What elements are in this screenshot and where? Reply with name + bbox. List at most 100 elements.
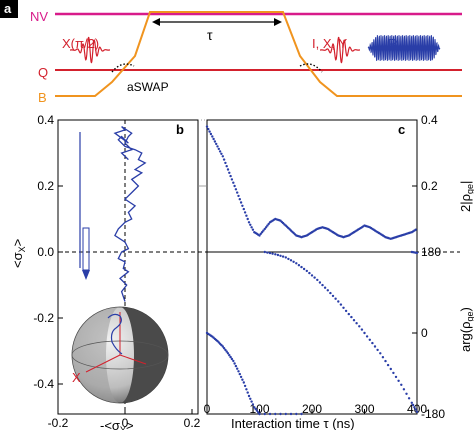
phase-point [331, 294, 335, 298]
magnitude-point [217, 147, 220, 151]
magnitude-point [222, 158, 226, 161]
magnitude-point [221, 155, 224, 158]
c-xtick-label: 0 [204, 402, 211, 416]
phase-point [368, 338, 371, 341]
phase-point [263, 412, 266, 416]
panel-b-y-label: <σX> [10, 239, 27, 268]
panel-c-bottom-label: arg(ρge) [458, 307, 474, 352]
phase-point [246, 391, 249, 394]
phase-point [234, 364, 238, 368]
phase-point [271, 252, 274, 255]
magnitude-point [266, 224, 269, 227]
b-ytick-label: 0.2 [37, 179, 54, 193]
phase-point [276, 253, 280, 257]
nv-label: NV [30, 9, 48, 24]
phase-point [321, 283, 324, 287]
phase-point [226, 352, 230, 355]
phase-point [339, 303, 343, 306]
phase-point [222, 347, 226, 350]
c-top-tick-label: 0.4 [421, 113, 438, 127]
phase-point [376, 348, 379, 352]
phase-point [415, 251, 419, 255]
phase-point [414, 408, 417, 411]
phase-point [358, 325, 361, 328]
phase-point [347, 312, 350, 316]
bottom-label-main: arg(ρ [458, 321, 473, 352]
phase-point [407, 397, 411, 400]
phase-point [221, 345, 224, 348]
sphere-x-axis [85, 354, 121, 373]
phase-point [237, 370, 240, 373]
bottom-label-sub: ge [465, 311, 474, 321]
phase-point [394, 375, 398, 379]
magnitude-point [246, 217, 249, 221]
phase-point [258, 412, 261, 416]
b-xtick-label: 0.2 [184, 416, 201, 430]
magnitude-point [236, 191, 239, 194]
tau-label: τ [207, 27, 213, 43]
phase-point [241, 378, 244, 381]
trajectory-arrowhead [82, 270, 90, 280]
phase-point [242, 381, 245, 384]
panel-c-top-label: 2|ρge| [458, 181, 474, 212]
sphere-y-axis [119, 354, 147, 365]
phase-point [365, 335, 369, 338]
q-label: Q [38, 65, 48, 80]
y-label-sub: X [17, 246, 27, 252]
phase-point [236, 367, 239, 370]
phase-point [249, 397, 252, 400]
magnitude-point [264, 226, 268, 229]
phase-point [295, 412, 298, 416]
phase-point [360, 328, 364, 331]
magnitude-point [414, 228, 417, 231]
panel-b-letter: b [176, 122, 184, 137]
phase-point [268, 412, 272, 416]
coherence-phase-points [205, 250, 419, 416]
magnitude-point [215, 142, 218, 146]
c-bottom-tick-label: 180 [421, 245, 441, 259]
top-label-main: 2|ρ [458, 194, 473, 212]
b-xtick-label: 0 [122, 416, 129, 430]
ixy-pulse [320, 36, 360, 64]
b-ytick-label: 0.0 [37, 245, 54, 259]
phase-point [389, 367, 392, 371]
phase-point [255, 409, 259, 412]
phase-point [245, 388, 248, 391]
phase-point [289, 412, 293, 416]
phase-point [350, 315, 353, 319]
phase-point [371, 341, 374, 345]
b-xtick-label: -0.2 [48, 416, 69, 430]
magnitude-point [220, 152, 223, 155]
phase-point [233, 362, 236, 365]
phase-point [337, 300, 340, 303]
magnitude-point [230, 178, 234, 181]
magnitude-point [208, 130, 211, 133]
phase-point [254, 407, 257, 411]
phase-point [281, 255, 285, 258]
phase-point [316, 278, 319, 282]
sphere-shade [72, 307, 120, 403]
magnitude-point [263, 227, 266, 231]
phase-point [243, 384, 247, 388]
phase-point [355, 322, 358, 325]
phase-point [405, 392, 408, 395]
bloch-sphere: X [71, 306, 169, 404]
phase-point [250, 400, 253, 403]
phase-point [251, 403, 255, 406]
y-label-close: > [10, 239, 25, 247]
phase-point [239, 375, 243, 379]
phase-point [392, 371, 395, 375]
phase-point [305, 269, 308, 273]
phase-point [413, 406, 416, 409]
magnitude-point [229, 174, 232, 178]
phase-point [253, 406, 256, 409]
bottom-label-close: ) [458, 307, 473, 311]
phase-point [397, 379, 400, 382]
phase-point [224, 348, 227, 352]
phase-point [381, 356, 385, 359]
phase-point [279, 254, 282, 257]
b-ytick-label: -0.4 [33, 377, 54, 391]
magnitude-point [212, 137, 215, 141]
c-xtick-label: 200 [302, 402, 322, 416]
